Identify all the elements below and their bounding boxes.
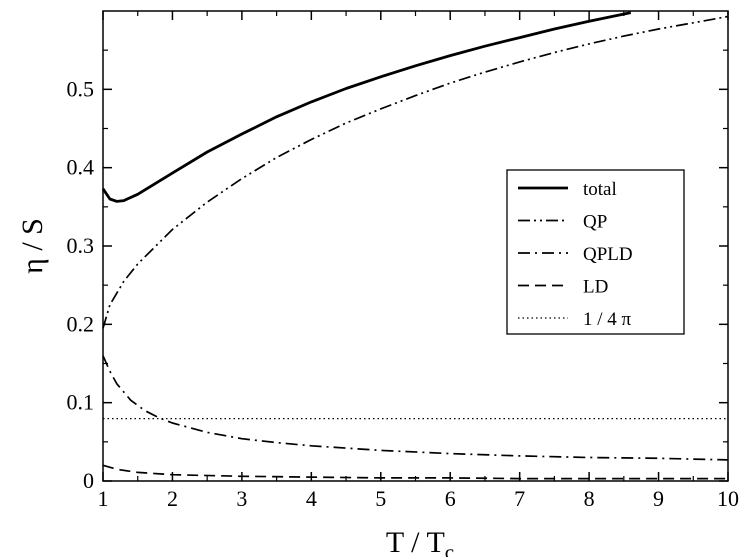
x-axis-label: T / Tc: [386, 526, 454, 557]
legend-label: QP: [583, 212, 607, 233]
x-tick-label: 6: [445, 486, 456, 511]
x-tick-label: 8: [584, 486, 595, 511]
y-tick-label: 0.1: [67, 390, 95, 415]
x-tick-label: 4: [306, 486, 317, 511]
legend-box: [506, 169, 685, 335]
y-axis: 0 0.1 0.2 0.3 0.4 0.5: [67, 49, 728, 493]
legend-label: 1 / 4 π: [583, 309, 632, 330]
x-tick-label: 1: [98, 486, 109, 511]
x-tick-label: 7: [514, 486, 525, 511]
series-line-total: [101, 11, 632, 203]
y-tick-label: 0.3: [67, 233, 95, 258]
x-tick-label: 10: [717, 486, 739, 511]
x-tick-label: 3: [236, 486, 247, 511]
series-line-qp: [102, 15, 729, 329]
y-tick-label: 0.4: [67, 155, 95, 180]
x-axis-label-subscript: c: [445, 540, 454, 557]
y-tick-label: 0.5: [67, 76, 95, 101]
x-tick-label: 2: [167, 486, 178, 511]
y-tick-label: 0.2: [67, 311, 95, 336]
legend-label: QPLD: [583, 244, 633, 265]
series-line-qpld: [102, 355, 729, 461]
y-axis-label: η / S: [16, 218, 49, 274]
x-axis: 1 2 3 4 5 6 7 8 9 10: [98, 11, 739, 511]
legend: total QP QPLD LD 1 / 4 π: [506, 169, 685, 335]
legend-label: LD: [583, 277, 608, 298]
x-tick-label: 9: [653, 486, 664, 511]
y-tick-label: 0: [83, 468, 94, 493]
legend-label: total: [583, 179, 617, 200]
x-tick-label: 5: [375, 486, 386, 511]
